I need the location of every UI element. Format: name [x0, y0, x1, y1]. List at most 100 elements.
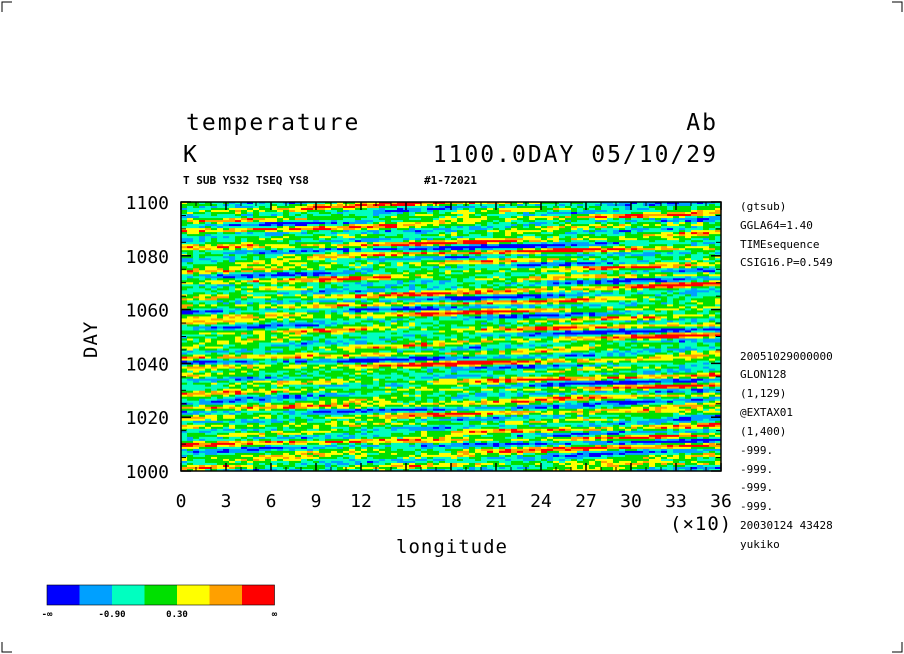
- heatmap-cell: [391, 228, 398, 231]
- heatmap-cell: [481, 274, 488, 277]
- heatmap-cell: [205, 206, 212, 209]
- heatmap-cell: [385, 234, 392, 237]
- heatmap-cell: [379, 258, 386, 261]
- heatmap-cell: [247, 258, 254, 261]
- heatmap-cell: [517, 246, 524, 249]
- heatmap-cell: [253, 268, 260, 271]
- heatmap-cell: [619, 278, 626, 281]
- heatmap-cell: [571, 202, 578, 205]
- heatmap-cell: [427, 214, 434, 217]
- heatmap-cell: [247, 222, 254, 225]
- heatmap-cell: [193, 282, 200, 285]
- heatmap-cell: [229, 248, 236, 251]
- heatmap-cell: [193, 260, 200, 263]
- heatmap-cell: [409, 220, 416, 223]
- heatmap-cell: [481, 264, 488, 267]
- heatmap-cell: [445, 244, 452, 247]
- heatmap-cell: [193, 278, 200, 281]
- heatmap-cell: [667, 214, 674, 217]
- heatmap-cell: [589, 276, 596, 279]
- heatmap-cell: [625, 210, 632, 213]
- heatmap-cell: [709, 274, 716, 277]
- heatmap-cell: [571, 258, 578, 261]
- heatmap-cell: [259, 210, 266, 213]
- heatmap-cell: [391, 250, 398, 253]
- heatmap-cell: [205, 230, 212, 233]
- heatmap-cell: [259, 236, 266, 239]
- heatmap-cell: [589, 260, 596, 263]
- heatmap-cell: [655, 260, 662, 263]
- heatmap-cell: [469, 206, 476, 209]
- heatmap-cell: [631, 280, 638, 283]
- heatmap-cell: [505, 212, 512, 215]
- heatmap-cell: [193, 242, 200, 245]
- heatmap-cell: [409, 210, 416, 213]
- heatmap-cell: [487, 246, 494, 249]
- heatmap-cell: [349, 276, 356, 279]
- heatmap-cell: [313, 236, 320, 239]
- heatmap-cell: [469, 256, 476, 259]
- heatmap-cell: [265, 224, 272, 227]
- heatmap-cell: [637, 226, 644, 229]
- heatmap-cell: [649, 274, 656, 277]
- heatmap-cell: [241, 222, 248, 225]
- heatmap-cell: [451, 264, 458, 267]
- heatmap-cell: [355, 240, 362, 243]
- heatmap-cell: [613, 220, 620, 223]
- heatmap-cell: [661, 242, 668, 245]
- heatmap-cell: [199, 256, 206, 259]
- heatmap-cell: [271, 244, 278, 247]
- heatmap-cell: [511, 252, 518, 255]
- heatmap-cell: [499, 254, 506, 257]
- heatmap-cell: [307, 238, 314, 241]
- heatmap-cell: [337, 244, 344, 247]
- heatmap-cell: [385, 226, 392, 229]
- heatmap-cell: [601, 212, 608, 215]
- heatmap-cell: [613, 242, 620, 245]
- heatmap-cell: [613, 262, 620, 265]
- heatmap-cell: [421, 258, 428, 261]
- heatmap-cell: [331, 250, 338, 253]
- heatmap-cell: [697, 202, 704, 205]
- heatmap-cell: [517, 204, 524, 207]
- heatmap-cell: [565, 276, 572, 279]
- heatmap-cell: [415, 280, 422, 283]
- heatmap-cell: [421, 250, 428, 253]
- heatmap-cell: [529, 242, 536, 245]
- heatmap-cell: [523, 210, 530, 213]
- heatmap-cell: [451, 244, 458, 247]
- heatmap-cell: [271, 214, 278, 217]
- heatmap-cell: [229, 236, 236, 239]
- heatmap-cell: [211, 268, 218, 271]
- heatmap-cell: [331, 276, 338, 279]
- heatmap-cell: [511, 226, 518, 229]
- heatmap-cell: [403, 256, 410, 259]
- heatmap-cell: [451, 210, 458, 213]
- heatmap-cell: [451, 262, 458, 265]
- heatmap-cell: [691, 282, 698, 285]
- heatmap-cell: [337, 264, 344, 267]
- heatmap-cell: [619, 282, 626, 285]
- heatmap-cell: [301, 260, 308, 263]
- heatmap-cell: [505, 268, 512, 271]
- heatmap-cell: [487, 224, 494, 227]
- heatmap-cell: [223, 262, 230, 265]
- heatmap-cell: [199, 206, 206, 209]
- heatmap-cell: [595, 242, 602, 245]
- heatmap-cell: [703, 282, 710, 285]
- heatmap-cell: [607, 274, 614, 277]
- heatmap-cell: [607, 216, 614, 219]
- heatmap-cell: [463, 266, 470, 269]
- heatmap-cell: [493, 246, 500, 249]
- heatmap-cell: [217, 204, 224, 207]
- heatmap-cell: [277, 244, 284, 247]
- heatmap-cell: [595, 220, 602, 223]
- heatmap-cell: [421, 242, 428, 245]
- heatmap-cell: [259, 238, 266, 241]
- heatmap-cell: [487, 252, 494, 255]
- heatmap-cell: [235, 274, 242, 277]
- heatmap-cell: [337, 278, 344, 281]
- heatmap-cell: [565, 226, 572, 229]
- heatmap-cell: [511, 214, 518, 217]
- heatmap-cell: [499, 228, 506, 231]
